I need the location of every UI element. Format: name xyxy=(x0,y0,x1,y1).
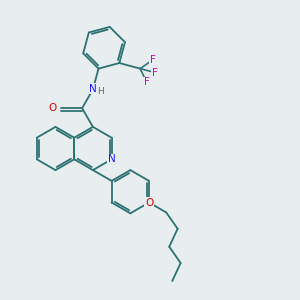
Text: F: F xyxy=(150,55,156,65)
Text: F: F xyxy=(152,68,158,77)
Text: F: F xyxy=(144,77,150,87)
Text: O: O xyxy=(145,197,153,208)
Text: O: O xyxy=(49,103,57,113)
Text: N: N xyxy=(89,84,97,94)
Text: H: H xyxy=(97,87,104,96)
Text: N: N xyxy=(108,154,116,164)
